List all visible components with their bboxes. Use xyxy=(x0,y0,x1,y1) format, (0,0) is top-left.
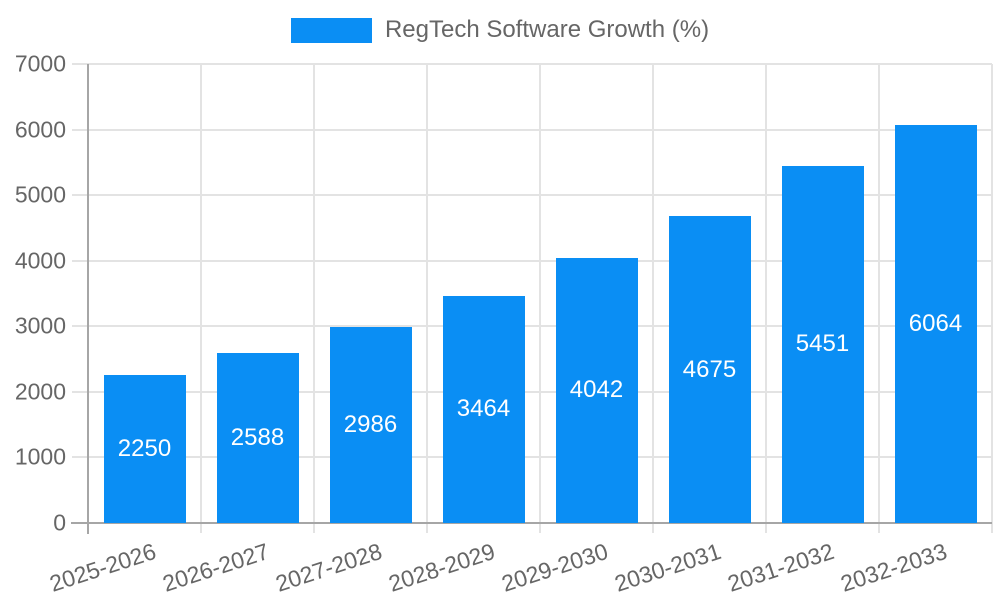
legend-label: RegTech Software Growth (%) xyxy=(384,16,710,43)
x-axis-tick-label: 2025-2026 xyxy=(45,538,159,597)
legend-swatch xyxy=(290,17,372,43)
x-gridline xyxy=(539,64,541,533)
y-gridline xyxy=(72,456,992,459)
y-axis-line xyxy=(87,64,89,534)
x-gridline xyxy=(426,64,428,533)
bar xyxy=(442,295,525,523)
x-axis-tick-label: 2030-2031 xyxy=(610,538,724,597)
bar-value-label: 6064 xyxy=(908,310,963,338)
y-gridline xyxy=(72,325,992,328)
bar-value-label: 2986 xyxy=(343,411,398,439)
y-axis-tick-label: 3000 xyxy=(14,312,66,339)
x-gridline xyxy=(765,64,767,533)
bar xyxy=(555,257,638,523)
bar-value-label: 2588 xyxy=(230,424,285,452)
x-axis-line xyxy=(71,522,992,524)
y-axis-tick-label: 4000 xyxy=(14,247,66,274)
x-axis-tick-label: 2027-2028 xyxy=(271,538,385,597)
bar xyxy=(103,375,186,523)
bar-value-label: 4042 xyxy=(569,376,624,404)
x-axis-tick-label: 2029-2030 xyxy=(497,538,611,597)
bar xyxy=(216,353,299,523)
y-gridline xyxy=(72,194,992,197)
bar-value-label: 2250 xyxy=(117,435,172,463)
y-axis-tick-label: 6000 xyxy=(14,116,66,143)
bar xyxy=(894,125,977,523)
y-axis-tick-label: 2000 xyxy=(14,378,66,405)
y-gridline xyxy=(72,128,992,131)
bar-value-label: 5451 xyxy=(795,330,850,358)
bar-value-label: 3464 xyxy=(456,395,511,423)
bar xyxy=(781,165,864,523)
y-gridline xyxy=(72,259,992,262)
x-axis-tick-label: 2026-2027 xyxy=(158,538,272,597)
x-axis-tick-label: 2031-2032 xyxy=(723,538,837,597)
y-gridline xyxy=(72,390,992,393)
bar xyxy=(329,327,412,523)
legend[interactable]: RegTech Software Growth (%) xyxy=(0,16,1000,44)
x-gridline xyxy=(991,64,993,533)
x-gridline xyxy=(313,64,315,533)
x-axis-tick-label: 2028-2029 xyxy=(384,538,498,597)
x-gridline xyxy=(200,64,202,533)
y-axis-tick-label: 0 xyxy=(53,509,66,536)
x-axis-tick-label: 2032-2033 xyxy=(836,538,950,597)
y-gridline xyxy=(72,63,992,65)
y-axis-tick-label: 5000 xyxy=(14,181,66,208)
bar-value-label: 4675 xyxy=(682,355,737,383)
y-axis-tick-label: 7000 xyxy=(14,50,66,77)
x-gridline xyxy=(878,64,880,533)
y-axis-tick-label: 1000 xyxy=(14,443,66,470)
bar xyxy=(668,216,751,523)
x-gridline xyxy=(652,64,654,533)
